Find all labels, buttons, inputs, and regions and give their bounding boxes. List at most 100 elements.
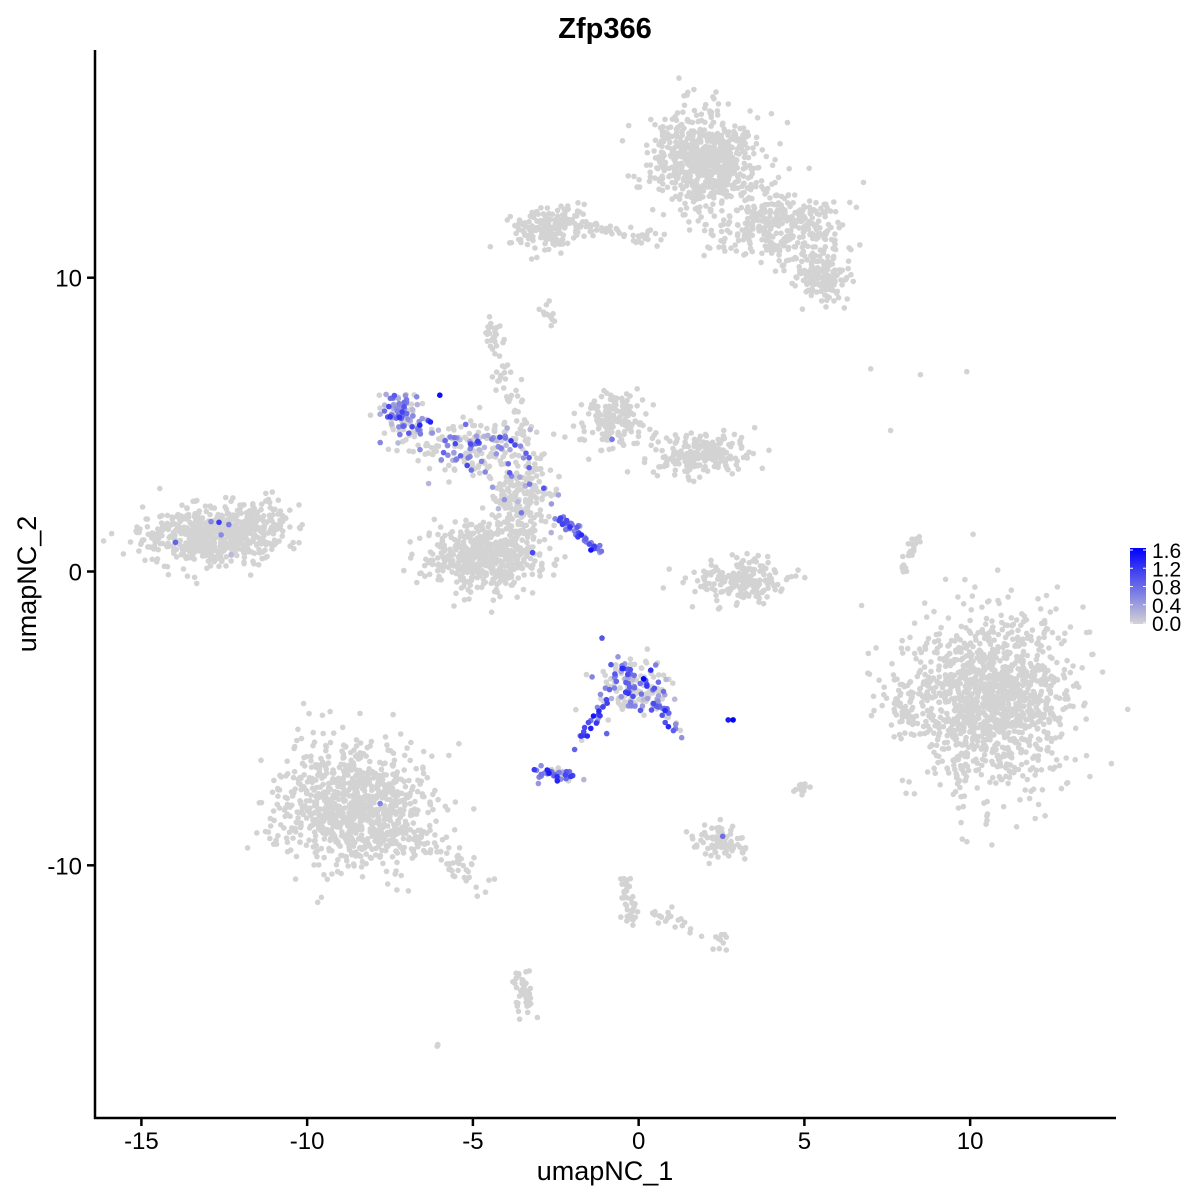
cell-point <box>524 551 530 558</box>
cell-point <box>695 218 701 224</box>
cell-point <box>255 562 262 568</box>
cell-point <box>1050 679 1057 686</box>
cell-point <box>212 527 218 534</box>
cell-point <box>1023 617 1030 623</box>
cell-point <box>832 231 838 237</box>
cell-point <box>987 779 993 785</box>
cell-point <box>994 752 1001 758</box>
cell-point <box>881 684 887 690</box>
cell-point <box>710 201 716 207</box>
cell-point <box>473 452 480 458</box>
cell-point <box>721 578 727 585</box>
cell-point <box>157 513 163 520</box>
cell-point <box>1041 620 1048 627</box>
cell-point <box>1035 725 1041 732</box>
cell-point <box>667 438 673 445</box>
cell-point <box>464 532 471 539</box>
cell-point <box>685 443 691 450</box>
cell-point <box>681 102 688 108</box>
cell-point <box>577 224 584 230</box>
cell-point <box>753 179 760 186</box>
cell-point <box>554 217 561 224</box>
cell-point <box>992 742 998 749</box>
cell-point <box>447 546 453 553</box>
cell-point <box>743 568 749 575</box>
cell-point <box>922 646 929 652</box>
cell-point <box>484 563 491 569</box>
cell-point <box>841 305 848 311</box>
cell-point <box>710 94 716 100</box>
cell-point <box>1006 768 1012 774</box>
cell-point <box>335 857 341 863</box>
cell-point <box>691 107 698 114</box>
cell-point <box>452 519 459 525</box>
cell-point <box>691 436 698 443</box>
cell-point <box>749 248 755 255</box>
cell-point <box>958 623 965 630</box>
cell-point <box>711 581 717 587</box>
cell-point <box>570 423 577 429</box>
cell-point <box>381 430 388 437</box>
cell-point <box>488 609 495 615</box>
cell-point <box>180 566 187 572</box>
cell-point <box>495 549 502 556</box>
cell-point <box>906 779 912 785</box>
cell-point <box>945 615 952 621</box>
cell-point <box>437 524 444 530</box>
cell-point <box>917 667 924 674</box>
cell-point <box>786 165 792 172</box>
cell-point <box>219 524 225 531</box>
cell-point <box>697 204 703 210</box>
cell-point <box>223 554 230 560</box>
cell-point <box>719 180 726 186</box>
cell-point <box>805 226 812 232</box>
cell-point <box>1035 736 1042 742</box>
cell-point <box>762 191 768 197</box>
cell-point <box>517 549 524 555</box>
cell-point <box>496 566 502 573</box>
cell-point <box>708 569 714 576</box>
cell-point <box>681 169 687 176</box>
cell-point <box>894 676 900 682</box>
cell-point <box>241 560 247 567</box>
cell-point <box>275 497 282 504</box>
cell-point <box>680 109 686 115</box>
cell-point <box>758 259 764 266</box>
cell-point <box>1018 714 1024 720</box>
cell-point <box>754 115 761 121</box>
cell-point <box>631 173 637 180</box>
cell-point <box>698 583 704 590</box>
cell-point <box>689 159 695 165</box>
cell-point <box>669 179 675 186</box>
cell-point <box>704 169 710 175</box>
cell-point <box>942 576 949 583</box>
cell-point <box>203 508 210 515</box>
cell-point <box>677 169 683 176</box>
cell-point <box>981 736 988 743</box>
cell-point <box>735 237 742 244</box>
cell-point <box>642 456 648 462</box>
cell-point <box>740 236 747 243</box>
cell-point <box>204 565 210 572</box>
cell-point <box>1027 660 1034 667</box>
cell-point <box>1022 678 1028 685</box>
cell-point <box>943 655 949 661</box>
cell-point <box>1054 584 1061 590</box>
cell-point <box>753 134 760 141</box>
cell-point <box>409 551 415 558</box>
cell-point <box>1062 705 1069 711</box>
cell-point <box>270 531 277 537</box>
cell-point <box>791 244 797 250</box>
cell-point <box>704 164 711 170</box>
cell-point <box>900 707 907 713</box>
cell-point <box>958 697 965 703</box>
cell-point <box>942 695 948 702</box>
cell-point <box>668 133 675 140</box>
cell-point <box>108 530 115 537</box>
cell-point <box>1019 729 1025 736</box>
cell-point <box>538 205 544 211</box>
cell-point <box>996 600 1002 607</box>
cell-point <box>678 448 684 454</box>
cell-point <box>688 194 694 200</box>
cell-point <box>910 718 916 724</box>
